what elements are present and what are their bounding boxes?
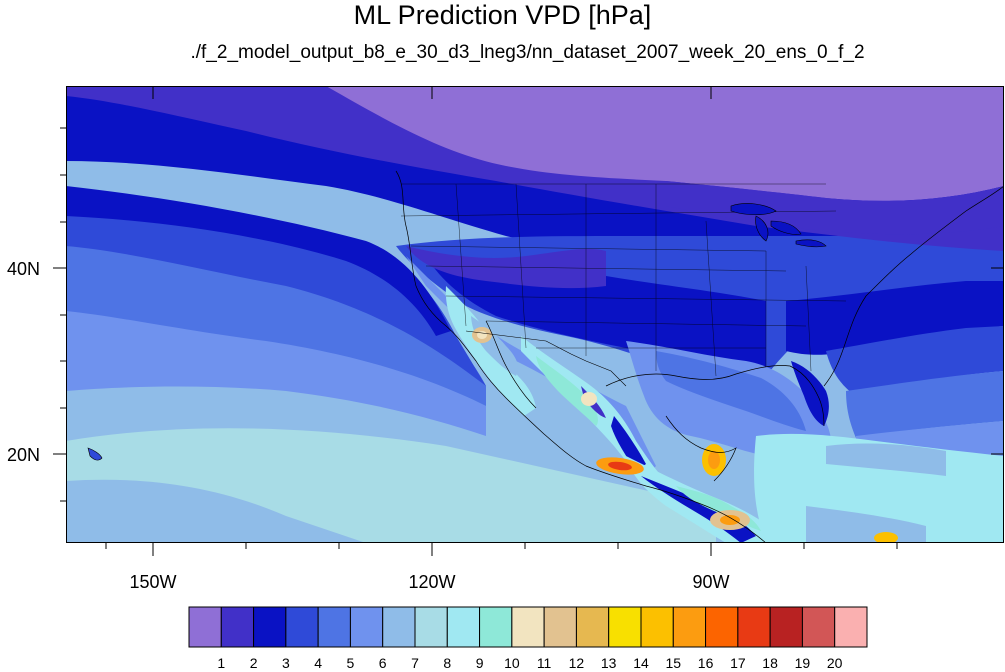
contour-canada-0-1 [326, 86, 1004, 201]
lat-label-20n: 20N [6, 445, 40, 465]
contour-4-5 [66, 236, 486, 406]
hotspot-baja-core [477, 331, 487, 339]
colorbar-tick-label: 7 [411, 655, 419, 671]
colorbar-tick-label: 12 [568, 655, 585, 671]
colorbar-swatch [672, 606, 707, 648]
colorbar-swatch [317, 606, 351, 648]
colorbar-swatch [608, 606, 642, 648]
colorbar-tick-label: 11 [536, 655, 552, 671]
contour-carib-6-7 [826, 443, 946, 476]
contour-carib-south-6-7 [806, 506, 926, 543]
colorbar-tick-label: 4 [314, 655, 322, 671]
colorbar-swatch [834, 606, 868, 648]
hawaii-island [87, 447, 103, 461]
contour-sw-5-6 [406, 256, 656, 481]
colorbar-tick-label: 1 [217, 655, 226, 671]
colorbar-swatch [382, 606, 416, 648]
colorbar-tick-label: 10 [504, 655, 520, 671]
colorbar-tick-label: 16 [697, 655, 714, 671]
contour-mexico-10-11 [536, 356, 598, 426]
colorbar-swatch [769, 606, 803, 648]
contour-atl-4-5 [846, 371, 1004, 438]
colorbar-tick-label: 8 [443, 655, 452, 671]
hotspot-yucatan-core [708, 451, 720, 469]
contour-atl-3-4 [826, 326, 1004, 396]
lon-label-150w: 150W [129, 572, 177, 592]
lat-label-40n: 40N [6, 259, 40, 279]
mexico-border [465, 330, 627, 387]
hotspot-venezuela [874, 532, 898, 543]
colorbar-swatch [188, 606, 222, 648]
contour-6-7-south [66, 479, 366, 543]
contour-canada-1-2 [666, 181, 1004, 235]
colorbar-tick-label: 2 [249, 655, 258, 671]
colorbar-tick-label: 20 [826, 655, 843, 671]
colorbar-swatch [801, 606, 836, 648]
lon-label-90w: 90W [692, 572, 730, 592]
vpd-map [66, 86, 1004, 543]
colorbar-swatch [253, 606, 287, 648]
map-title: ML Prediction VPD [hPa] [353, 0, 652, 30]
contour-atl-2-3 [786, 281, 1004, 355]
colorbar-swatch [414, 606, 448, 648]
lon-label-120w: 120W [408, 572, 456, 592]
colorbar-tick-label: 18 [762, 655, 778, 671]
colorbar-swatch [511, 606, 545, 648]
colorbar-tick-label: 5 [346, 655, 355, 671]
colorbar-tick-label: 3 [281, 655, 290, 671]
contour-gulf-4-5 [656, 351, 806, 431]
colorbar-swatch [640, 606, 674, 648]
colorbar-tick-label: 6 [378, 655, 387, 671]
colorbar-swatch [705, 606, 739, 648]
colorbar-tick-label: 9 [475, 655, 484, 671]
hotspot-mexico-north [581, 392, 597, 406]
colorbar-swatch [349, 606, 384, 648]
contour-5-6 [66, 296, 486, 436]
contour-us-2-3 [426, 256, 766, 376]
colorbar-swatch [575, 606, 610, 648]
contour-florida-2-3 [791, 361, 829, 426]
hotspot-central-america-core [720, 515, 740, 525]
map-subtitle: ./f_2_model_output_b8_e_30_d3_lneg3/nn_d… [190, 42, 865, 63]
colorbar-swatch [285, 606, 319, 648]
contour-mexico-2-3 [611, 416, 646, 471]
contour-2-3-west [66, 186, 451, 336]
contour-3-4 [66, 191, 486, 386]
colorbar-swatch [446, 606, 481, 648]
colorbar-tick-label: 13 [600, 655, 617, 671]
hotspot-sw-mexico-core [608, 461, 632, 471]
colorbar [188, 606, 868, 648]
colorbar-tick-label: 15 [665, 655, 682, 671]
colorbar-swatch [220, 606, 255, 648]
colorbar-tick-label: 19 [794, 655, 811, 671]
colorbar-tick-label: 14 [633, 655, 649, 671]
great-lakes [730, 203, 827, 248]
colorbar-tick-label: 17 [730, 655, 746, 671]
coastlines [395, 170, 1004, 543]
colorbar-swatch [479, 606, 513, 648]
colorbar-swatch [543, 606, 577, 648]
colorbar-swatch [737, 606, 771, 648]
